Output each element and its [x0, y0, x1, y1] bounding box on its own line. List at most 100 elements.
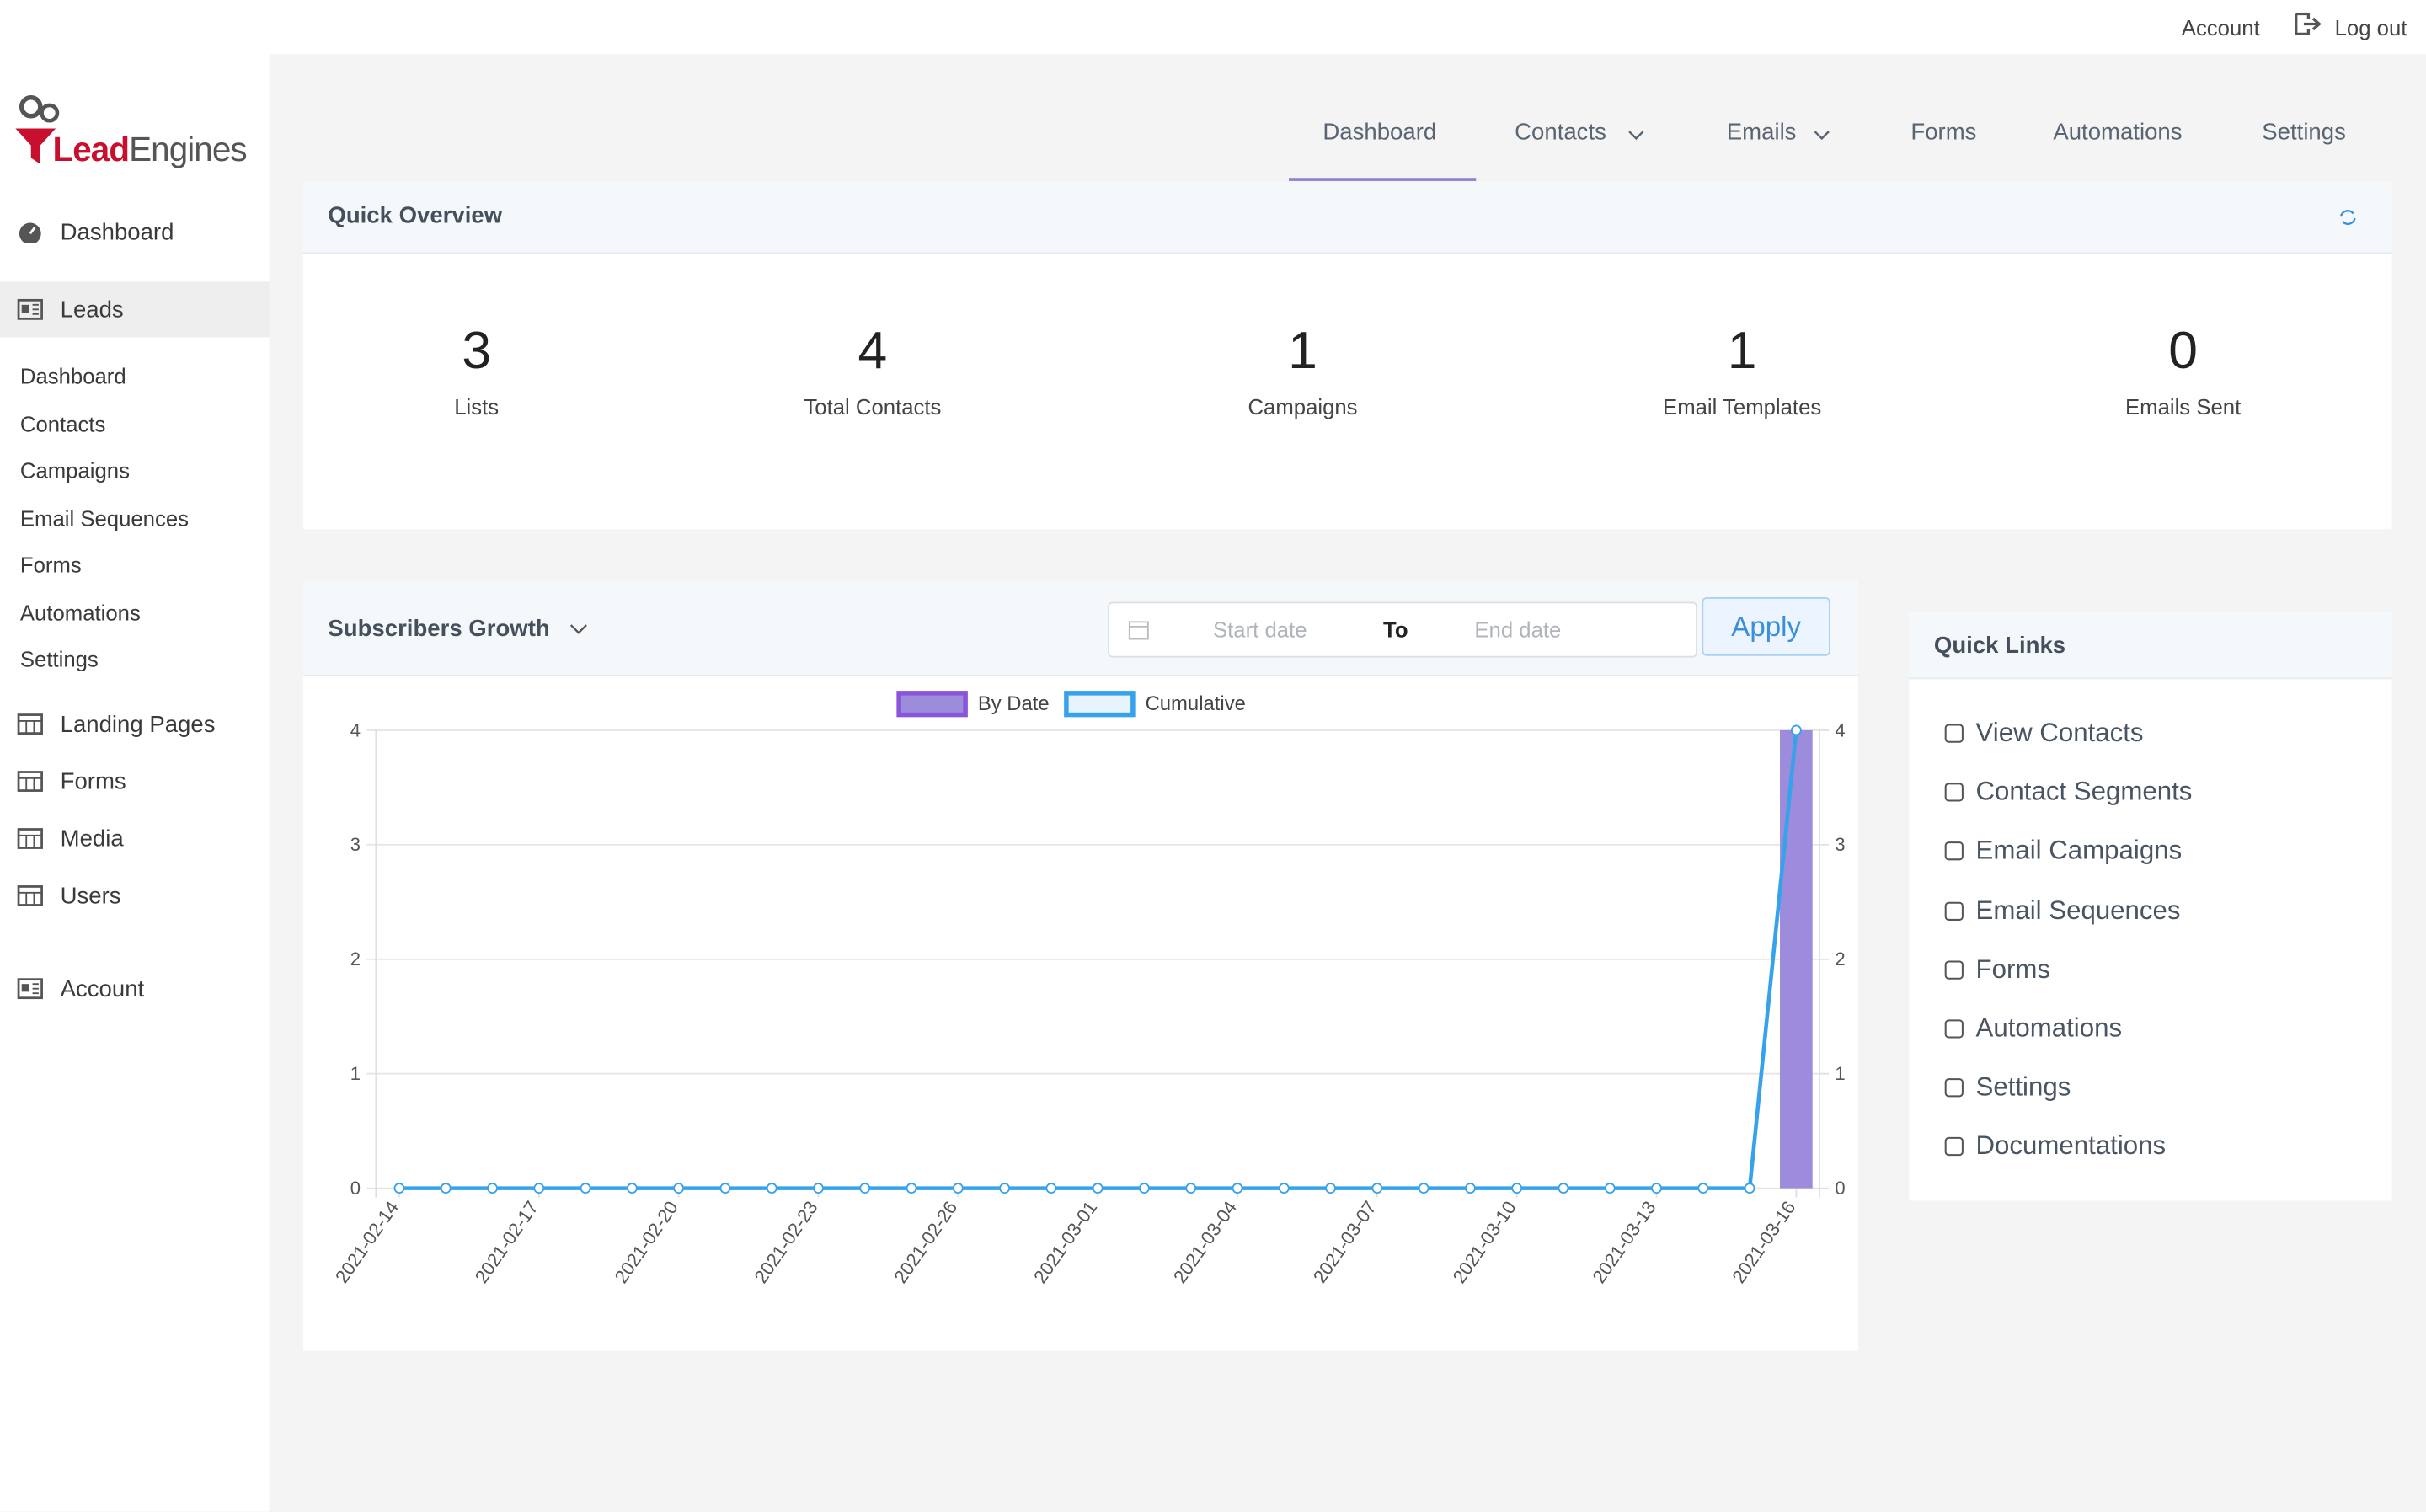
- submenu-item[interactable]: Dashboard: [19, 363, 126, 389]
- submenu-item[interactable]: Campaigns: [19, 457, 130, 484]
- point: [813, 1183, 824, 1194]
- point: [1045, 1183, 1057, 1194]
- logo-mark: [15, 94, 60, 164]
- link-icon: [1944, 1137, 1964, 1157]
- quick-links-header: Quick Links: [1909, 612, 2392, 680]
- sidebar-item[interactable]: Forms: [60, 768, 126, 796]
- point: [999, 1183, 1011, 1194]
- top-bar: Account Log out: [0, 0, 2426, 55]
- nav-item[interactable]: Settings: [2262, 119, 2346, 146]
- point: [1558, 1183, 1569, 1194]
- date-range[interactable]: Start date To End date: [1108, 601, 1697, 658]
- sidebar-icon: [17, 828, 43, 849]
- quick-link[interactable]: Email Campaigns: [1975, 836, 2183, 866]
- overview-panel: Quick Overview: [303, 182, 2392, 530]
- sidebar-item[interactable]: Media: [60, 825, 124, 853]
- stat: 4 Total Contacts: [718, 322, 1027, 419]
- logout-icon: [2295, 12, 2322, 36]
- quick-link[interactable]: View Contacts: [1975, 718, 2144, 748]
- quick-link[interactable]: Email Sequences: [1975, 895, 2181, 925]
- point: [952, 1183, 964, 1194]
- stat: 0 Emails Sent: [2028, 322, 2338, 419]
- submenu-item[interactable]: Settings: [19, 646, 99, 672]
- chart: 0 1 2 3 4 0 1 2 3 4 2021-02-14 2021-02-17 2021-02-20…: [331, 691, 1846, 1287]
- bar: [1780, 729, 1813, 1189]
- point: [1651, 1183, 1662, 1194]
- stat-value: 3: [462, 322, 492, 381]
- point: [1418, 1183, 1429, 1194]
- point: [859, 1183, 871, 1194]
- point: [719, 1183, 731, 1194]
- y-tick-label: 1: [350, 1063, 361, 1084]
- nav-item[interactable]: Dashboard: [1323, 119, 1437, 146]
- quick-link[interactable]: Contact Segments: [1975, 777, 2193, 807]
- stat-label: Total Contacts: [804, 394, 942, 419]
- point: [1139, 1183, 1150, 1194]
- submenu-item[interactable]: Email Sequences: [19, 505, 189, 531]
- point: [487, 1183, 498, 1194]
- legend-swatch: [1064, 691, 1136, 718]
- quick-link[interactable]: Automations: [1975, 1013, 2123, 1043]
- apply-button[interactable]: Apply: [1702, 596, 1830, 656]
- account-icon: [17, 978, 43, 1000]
- stat: 1 Campaigns: [1148, 322, 1457, 419]
- x-tick-label: 2021-03-01: [1029, 1197, 1101, 1287]
- link-icon: [1944, 900, 1964, 921]
- submenu-item[interactable]: Forms: [19, 552, 82, 578]
- nav-item[interactable]: Emails: [1726, 119, 1797, 146]
- to-label: To: [1383, 617, 1408, 643]
- dropdown-icon: [569, 624, 587, 634]
- y-tick-label: 0: [350, 1178, 361, 1199]
- nav-item[interactable]: Forms: [1910, 119, 1977, 146]
- stat-label: Email Templates: [1663, 394, 1822, 419]
- point: [906, 1183, 917, 1194]
- sidebar: LeadEngines Dashboard Leads Account Dash…: [0, 54, 270, 1512]
- point: [1604, 1183, 1616, 1194]
- growth-title[interactable]: Subscribers Growth: [328, 616, 550, 643]
- dashboard-icon: [19, 222, 41, 243]
- sidebar-active: [0, 281, 270, 338]
- logout-link[interactable]: Log out: [2334, 15, 2407, 40]
- nav-item[interactable]: Automations: [2053, 119, 2183, 146]
- account-link[interactable]: Account: [2181, 15, 2260, 40]
- x-tick-label: 2021-02-20: [611, 1197, 682, 1287]
- submenu-item[interactable]: Automations: [19, 599, 141, 625]
- start-date[interactable]: Start date: [1213, 617, 1307, 643]
- refresh-icon[interactable]: [2338, 207, 2358, 227]
- point: [1697, 1183, 1709, 1194]
- nav-item[interactable]: Contacts: [1515, 119, 1606, 146]
- x-tick-label: 2021-03-04: [1169, 1197, 1241, 1287]
- y2-tick-label: 2: [1835, 948, 1845, 970]
- sidebar-item[interactable]: Dashboard: [60, 219, 174, 247]
- stat-label: Campaigns: [1248, 394, 1358, 419]
- sidebar-icon: [17, 771, 43, 792]
- sidebar-item[interactable]: Leads: [60, 297, 124, 323]
- sidebar-item[interactable]: Landing Pages: [60, 711, 216, 739]
- link-icon: [1944, 724, 1964, 743]
- growth-panel: Subscribers Growth Start date To End dat…: [303, 580, 1858, 1351]
- stat-value: 0: [2168, 322, 2198, 381]
- x-tick-label: 2021-03-10: [1449, 1197, 1520, 1287]
- x-tick-label: 2021-02-17: [471, 1197, 542, 1287]
- point: [1371, 1183, 1383, 1194]
- point: [580, 1183, 591, 1194]
- sidebar-icon: [17, 713, 43, 735]
- sidebar-item[interactable]: Users: [60, 883, 121, 911]
- quick-links-title: Quick Links: [1933, 633, 2066, 660]
- point: [393, 1183, 405, 1194]
- link-icon: [1944, 783, 1964, 802]
- quick-link[interactable]: Documentations: [1975, 1131, 2167, 1162]
- x-tick-label: 2021-03-07: [1309, 1197, 1381, 1287]
- stat: 1 Email Templates: [1587, 322, 1896, 419]
- point: [1185, 1183, 1197, 1194]
- sidebar-item[interactable]: Account: [60, 975, 145, 1003]
- quick-link[interactable]: Forms: [1975, 954, 2050, 984]
- point: [766, 1183, 777, 1194]
- logo: LeadEngines: [52, 130, 247, 170]
- point: [1232, 1183, 1243, 1194]
- legend-label: Cumulative: [1146, 692, 1246, 715]
- quick-link[interactable]: Settings: [1975, 1072, 2071, 1103]
- point: [1511, 1183, 1523, 1194]
- submenu-item[interactable]: Contacts: [19, 410, 106, 436]
- end-date[interactable]: End date: [1474, 617, 1562, 643]
